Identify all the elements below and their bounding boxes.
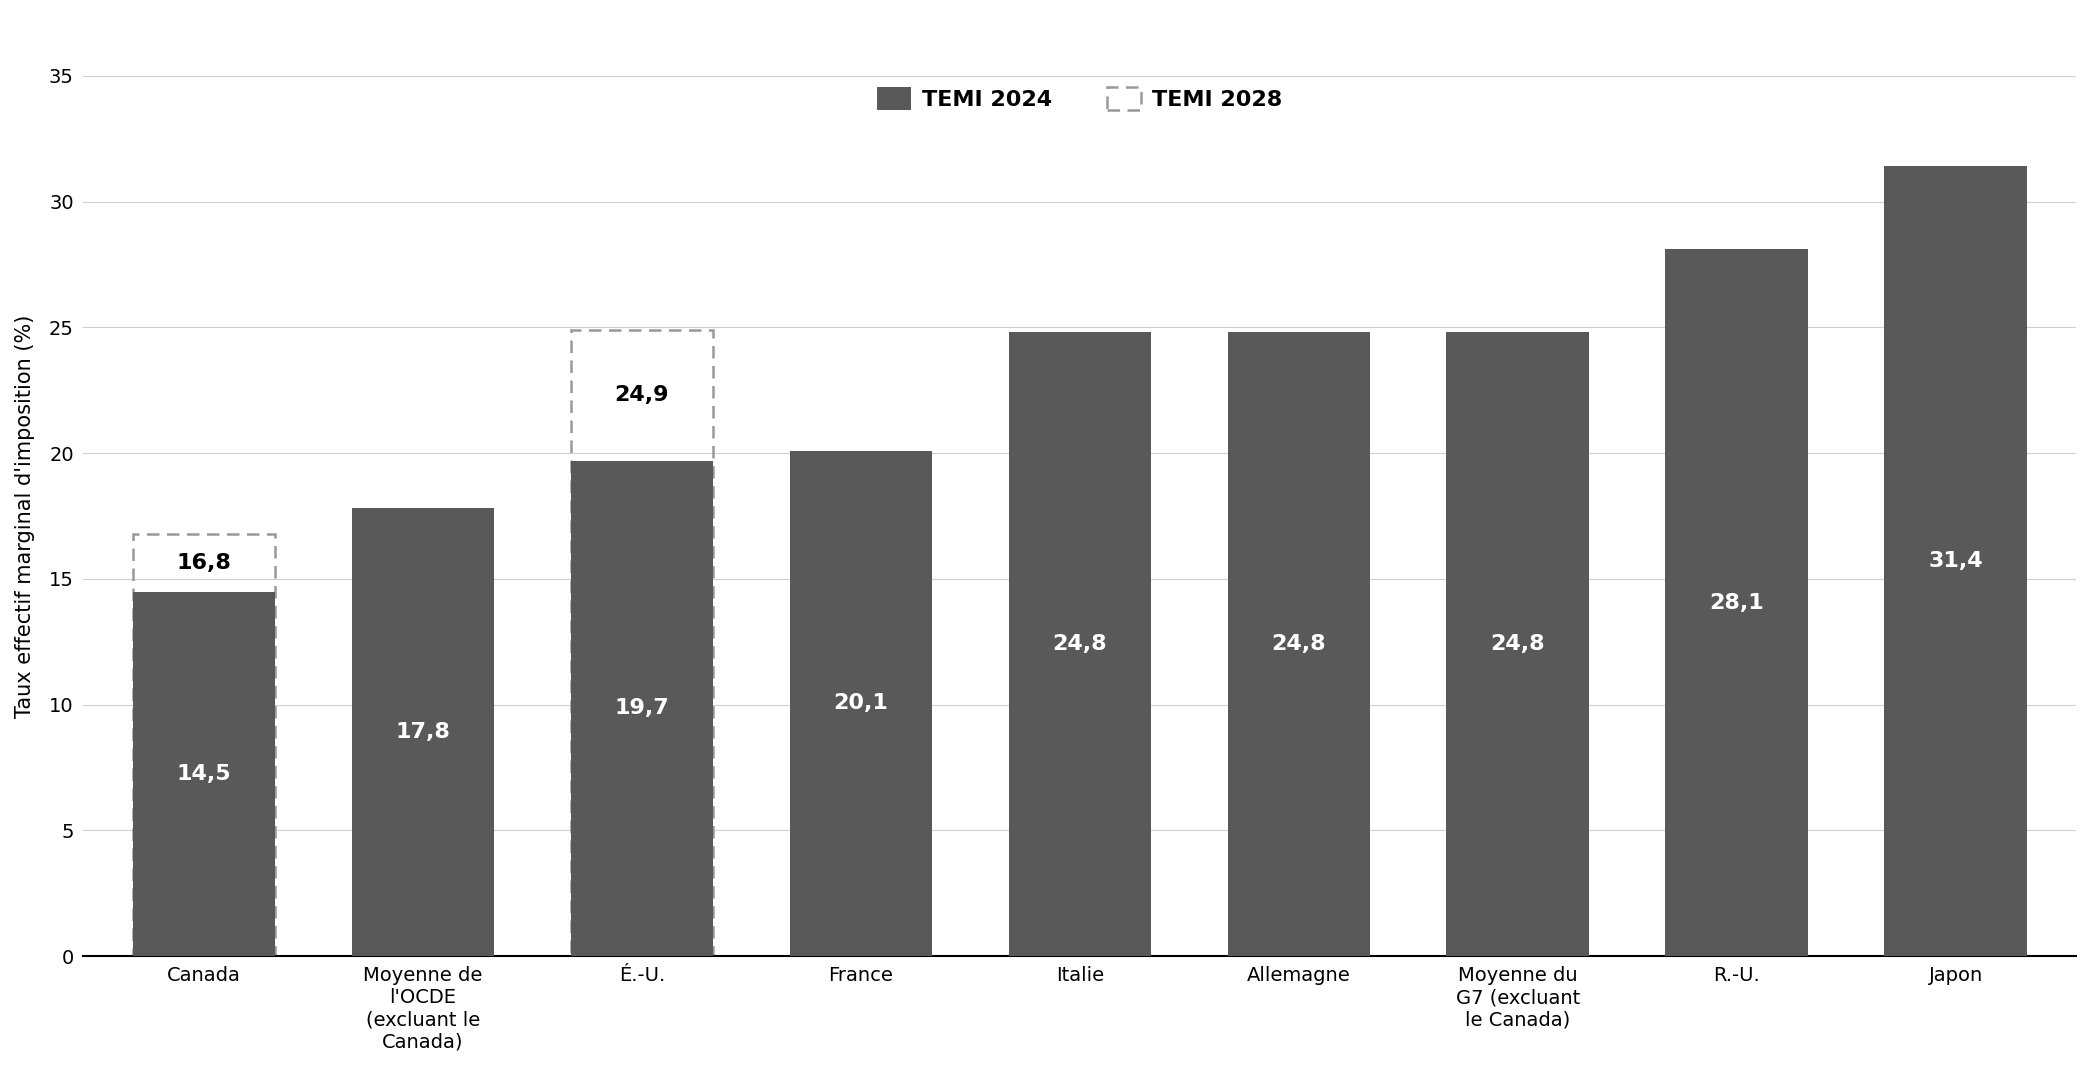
Bar	[790, 451, 933, 956]
Text: 20,1: 20,1	[834, 694, 889, 713]
Bar	[1227, 333, 1370, 956]
Bar	[1664, 249, 1809, 956]
Text: 16,8: 16,8	[176, 552, 232, 572]
Text: 28,1: 28,1	[1708, 593, 1765, 613]
Bar	[1884, 166, 2026, 956]
Text: 24,8: 24,8	[1491, 634, 1545, 655]
Legend: TEMI 2024, TEMI 2028: TEMI 2024, TEMI 2028	[878, 87, 1282, 110]
Text: 24,8: 24,8	[1052, 634, 1106, 655]
Y-axis label: Taux effectif marginal d'imposition (%): Taux effectif marginal d'imposition (%)	[15, 314, 36, 717]
Bar	[1447, 333, 1589, 956]
Text: 14,5: 14,5	[176, 764, 232, 784]
Text: 19,7: 19,7	[615, 698, 669, 718]
Bar	[1008, 333, 1150, 956]
Text: 24,8: 24,8	[1271, 634, 1326, 655]
Text: 24,9: 24,9	[615, 385, 669, 405]
Text: 17,8: 17,8	[395, 723, 450, 742]
Text: 31,4: 31,4	[1928, 551, 1982, 571]
Bar	[351, 508, 493, 956]
Bar	[571, 461, 713, 956]
Bar	[132, 592, 276, 956]
